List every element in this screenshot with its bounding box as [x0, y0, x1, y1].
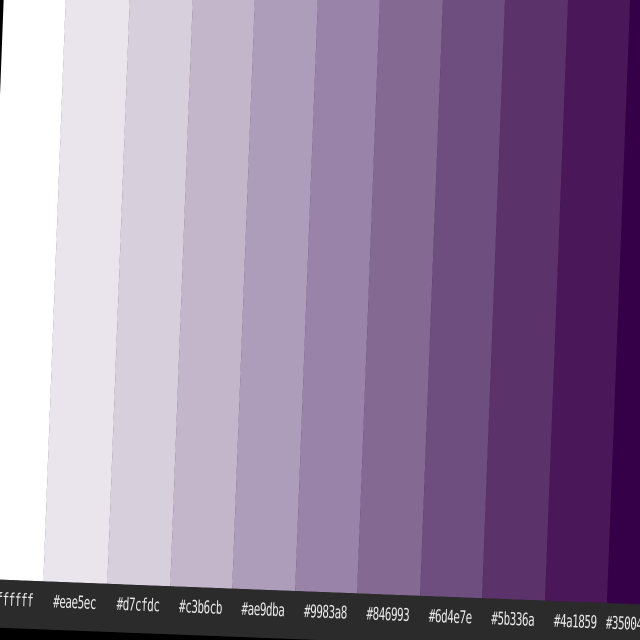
swatch-hex-label: #350047 — [605, 612, 640, 636]
swatch-hex-label: #6d4e7e — [428, 605, 473, 629]
swatch-hex-label: #4a1859 — [553, 610, 598, 634]
swatch-hex-label: #ffffff — [0, 588, 34, 612]
swatch-hex-label: #eae5ec — [52, 591, 97, 614]
swatch-hex-label: #d7cfdc — [116, 593, 160, 617]
swatch-hex-label: #846993 — [366, 603, 410, 626]
swatch-hex-label: #c3b6cb — [178, 596, 223, 619]
swatch-row — [0, 0, 640, 605]
swatch-hex-label: #9983a8 — [303, 600, 348, 624]
swatch-hex-label: #ae9dba — [241, 598, 285, 622]
swatch-hex-label: #5b336a — [490, 608, 535, 631]
